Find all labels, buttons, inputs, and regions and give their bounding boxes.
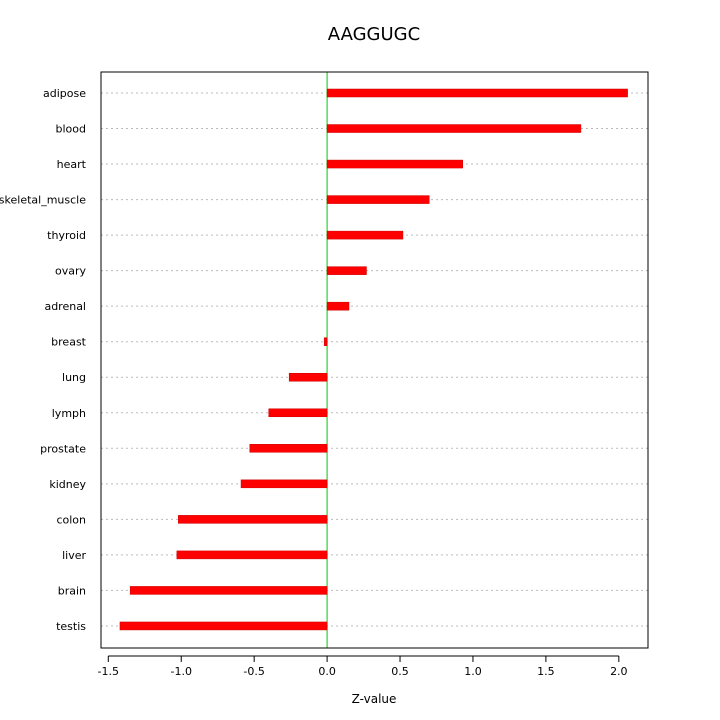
- bar-lung: [288, 372, 328, 382]
- plot-frame: [100, 71, 649, 649]
- bar-breast: [323, 337, 328, 346]
- bar-testis: [119, 621, 328, 631]
- bar-heart: [326, 159, 463, 169]
- category-label: adrenal: [44, 300, 86, 313]
- bar-ovary: [326, 266, 367, 275]
- category-label: colon: [56, 513, 86, 526]
- x-axis-label: Z-value: [352, 692, 397, 706]
- category-label: thyroid: [47, 229, 86, 242]
- category-label: prostate: [40, 442, 86, 455]
- bar-adrenal: [326, 301, 350, 311]
- x-tick-label: 1.0: [464, 665, 482, 678]
- x-tick-label: -1.5: [98, 665, 119, 678]
- x-tick-label: -0.5: [243, 665, 264, 678]
- x-tick-label: 1.5: [537, 665, 555, 678]
- category-label: ovary: [55, 265, 87, 278]
- bar-prostate: [249, 444, 328, 453]
- bars: [119, 88, 628, 631]
- category-label: kidney: [49, 478, 86, 491]
- category-label: blood: [56, 123, 86, 136]
- grid-lines: [101, 92, 648, 627]
- category-label: skeletal_muscle: [0, 194, 86, 207]
- category-label: testis: [56, 620, 86, 633]
- category-label: liver: [62, 549, 86, 562]
- bar-skeletal_muscle: [326, 195, 430, 204]
- chart-title: AAGGUGC: [328, 24, 420, 45]
- x-tick-label: 2.0: [610, 665, 628, 678]
- bar-adipose: [326, 88, 628, 98]
- category-label: brain: [58, 584, 86, 597]
- category-label: lymph: [52, 407, 86, 420]
- x-tick-label: 0.0: [318, 665, 336, 678]
- x-tick-label: 0.5: [391, 665, 409, 678]
- bar-blood: [326, 124, 582, 133]
- bar-colon: [178, 515, 328, 524]
- category-label: lung: [62, 371, 86, 384]
- bar-liver: [176, 550, 328, 560]
- bar-brain: [129, 586, 328, 595]
- category-label: heart: [57, 158, 87, 171]
- category-label: adipose: [43, 87, 86, 100]
- x-tick-label: -1.0: [170, 665, 191, 678]
- category-label: breast: [51, 336, 87, 349]
- bar-thyroid: [326, 230, 404, 240]
- bar-kidney: [240, 479, 328, 489]
- bar-lymph: [268, 408, 328, 418]
- x-axis: -1.5 -1.0 -0.5 0.0 0.5 1.0 1.5 2.0: [98, 655, 628, 678]
